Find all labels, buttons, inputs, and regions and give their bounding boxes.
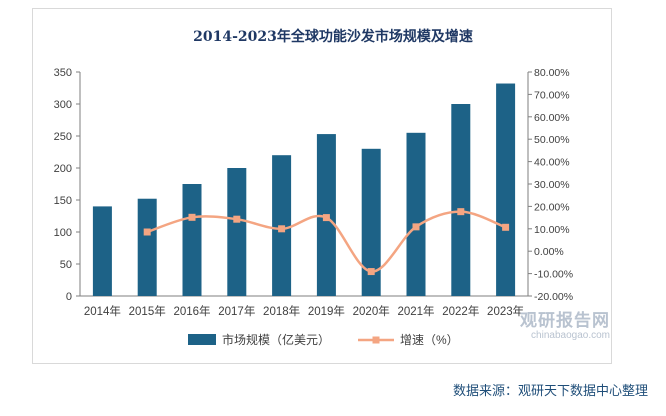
growth-point [457,208,465,216]
y-left-tick-label: 350 [54,67,72,79]
bar [227,168,247,296]
y-right-tick-label: 70.00% [534,89,570,101]
x-tick-label: 2019年 [308,304,345,318]
y-right-tick-label: 30.00% [534,179,570,191]
bar [182,184,202,296]
growth-point [233,215,241,223]
x-tick-label: 2015年 [129,304,166,318]
legend-swatch-bar [188,334,216,345]
y-left-tick-label: 250 [54,131,72,143]
y-left-tick-label: 150 [54,195,72,207]
bar [137,198,157,296]
y-right-tick-label: 10.00% [534,224,570,236]
y-right-tick-label: -10.00% [534,269,573,281]
y-right-tick-label: 40.00% [534,157,570,169]
watermark-logo: 观研报告网 chinabaogao.com [470,312,610,341]
growth-point [278,225,286,233]
x-tick-label: 2014年 [84,304,121,318]
growth-point [143,228,151,236]
y-left-tick-label: 100 [54,227,72,239]
source-note: 数据来源：观研天下数据中心整理 [452,383,648,398]
y-left-tick-label: 50 [60,259,72,271]
bar [451,104,471,296]
x-tick-label: 2020年 [353,304,390,318]
y-right-tick-label: 0.00% [534,246,564,258]
y-right-tick-label: 60.00% [534,112,570,124]
y-right-tick-label: 80.00% [534,67,570,79]
x-tick-label: 2016年 [173,304,210,318]
watermark-url: chinabaogao.com [531,330,610,341]
bar [361,148,381,296]
bar [496,83,516,297]
x-tick-label: 2021年 [397,304,434,318]
growth-point [412,223,420,231]
y-right-tick-label: -20.00% [534,291,573,303]
x-tick-label: 2017年 [218,304,255,318]
growth-point [322,214,330,222]
y-right-tick-label: 20.00% [534,201,570,213]
legend-swatch-marker [372,336,380,344]
bar [406,132,426,296]
growth-point [367,268,375,276]
growth-point [188,213,196,221]
y-left-tick-label: 200 [54,163,72,175]
x-tick-label: 2022年 [442,304,479,318]
y-left-tick-label: 300 [54,99,72,111]
watermark-text: 观研报告网 [520,311,610,330]
x-tick-label: 2023年 [487,304,524,318]
legend-label-line: 增速（%） [400,333,459,347]
bar [92,206,112,296]
growth-point [502,223,510,231]
y-right-tick-label: 50.00% [534,134,570,146]
y-left-tick-label: 0 [66,291,72,303]
chart-title: 2014-2023年全球功能沙发市场规模及增速 [193,29,473,45]
x-tick-label: 2018年 [263,304,300,318]
legend-label-bar: 市场规模（亿美元） [222,332,330,347]
